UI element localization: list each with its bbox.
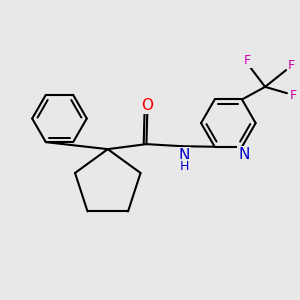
Text: O: O	[141, 98, 153, 112]
Text: F: F	[289, 89, 296, 102]
Text: H: H	[180, 160, 189, 173]
Text: N: N	[238, 147, 250, 162]
Text: F: F	[244, 54, 250, 67]
Text: F: F	[288, 59, 295, 72]
Text: N: N	[178, 148, 190, 163]
